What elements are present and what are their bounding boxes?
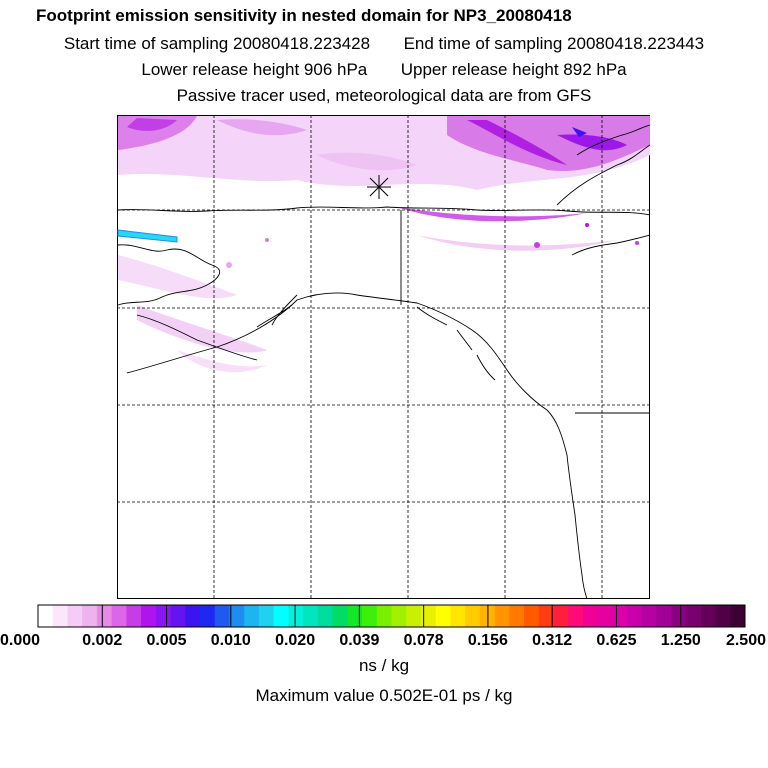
release-heights: Lower release height 906 hPa Upper relea…	[0, 60, 768, 80]
colorbar-swatch	[686, 605, 702, 627]
upper-release-value: 892 hPa	[563, 60, 627, 79]
colorbar-swatches	[37, 604, 746, 628]
colorbar-swatch	[155, 605, 172, 627]
colorbar-swatch	[524, 605, 540, 627]
colorbar-tick-label: 0.039	[339, 632, 379, 649]
colorbar-swatch	[200, 605, 216, 627]
map-frame	[117, 115, 650, 599]
colorbar-swatch	[67, 605, 83, 627]
colorbar-tick-label: 1.250	[661, 632, 701, 649]
colorbar-swatch	[627, 605, 643, 627]
start-time-value: 20080418.223428	[233, 34, 371, 53]
colorbar-swatch	[244, 605, 260, 627]
colorbar-swatch	[582, 605, 599, 627]
colorbar-swatch	[185, 605, 201, 627]
colorbar-tick-label: 0.625	[596, 632, 636, 649]
colorbar-units: ns / kg	[358, 656, 410, 675]
colorbar-swatch	[391, 605, 407, 627]
colorbar-tick-label: 0.312	[532, 632, 572, 649]
colorbar-swatch	[406, 605, 422, 627]
sampling-times: Start time of sampling 20080418.223428 E…	[0, 34, 768, 54]
colorbar-tick-label: 0.156	[468, 632, 508, 649]
colorbar-swatch	[538, 605, 555, 627]
colorbar-swatch	[494, 605, 510, 627]
colorbar-swatch	[288, 605, 304, 627]
tracer-note: Passive tracer used, meteorological data…	[176, 86, 592, 105]
start-time-label: Start time of sampling	[63, 34, 229, 53]
colorbar-swatch	[126, 605, 142, 627]
colorbar-swatch	[465, 605, 481, 627]
end-time-value: 20080418.223443	[567, 34, 705, 53]
footprint-map	[117, 115, 650, 599]
colorbar-swatch	[715, 605, 731, 627]
upper-release-label: Upper release height	[400, 60, 559, 79]
colorbar-swatch	[671, 605, 687, 627]
colorbar-tick-label: 0.010	[211, 632, 251, 649]
colorbar-tick-label: 2.500	[726, 632, 766, 649]
colorbar-swatch	[450, 605, 466, 627]
colorbar-swatch	[141, 605, 157, 627]
colorbar-swatch	[303, 605, 319, 627]
colorbar-swatch	[38, 605, 54, 627]
colorbar-tick-label: 0.002	[82, 632, 122, 649]
colorbar-swatch	[568, 605, 584, 627]
coastlines	[117, 124, 650, 599]
colorbar-swatch	[258, 605, 275, 627]
colorbar-swatch	[612, 605, 628, 627]
colorbar-swatch	[420, 605, 437, 627]
footprint-shading	[117, 116, 650, 373]
colorbar-swatch	[376, 605, 392, 627]
colorbar-swatch	[317, 605, 334, 627]
colorbar-swatch	[332, 605, 348, 627]
colorbar-swatch	[553, 605, 569, 627]
colorbar-swatch	[229, 605, 245, 627]
colorbar: 0.000 0.002 0.005 0.010 0.020 0.039 0.078 0.156…	[0, 604, 766, 649]
colorbar-swatch	[641, 605, 658, 627]
colorbar-tick-labels: 0.000 0.002 0.005 0.010 0.020 0.039 0.078 0.156…	[0, 632, 766, 649]
colorbar-swatch	[700, 605, 717, 627]
colorbar-swatch	[82, 605, 98, 627]
colorbar-tick-label: 0.005	[147, 632, 187, 649]
lower-release-value: 906 hPa	[303, 60, 368, 79]
colorbar-swatch	[597, 605, 613, 627]
colorbar-tick-label: 0.078	[404, 632, 444, 649]
colorbar-swatch	[170, 605, 186, 627]
release-location-star	[367, 175, 391, 199]
colorbar-swatch	[656, 605, 672, 627]
colorbar-tick-label: 0.020	[275, 632, 315, 649]
colorbar-swatch	[362, 605, 378, 627]
colorbar-swatch	[273, 605, 289, 627]
colorbar-swatch	[347, 605, 363, 627]
colorbar-swatch	[96, 605, 113, 627]
colorbar-swatch	[52, 605, 68, 627]
end-time-label: End time of sampling	[403, 34, 563, 53]
colorbar-swatch	[509, 605, 525, 627]
colorbar-swatch	[435, 605, 451, 627]
colorbar-swatch	[214, 605, 230, 627]
colorbar-swatch	[730, 605, 746, 627]
maximum-value: Maximum value 0.502E-01 ps / kg	[255, 686, 513, 705]
colorbar-frame	[37, 604, 746, 628]
colorbar-swatch	[111, 605, 127, 627]
figure-title: Footprint emission sensitivity in nested…	[36, 6, 572, 25]
lower-release-label: Lower release height	[141, 60, 300, 79]
graticule	[117, 115, 650, 599]
colorbar-tick-label: 0.000	[0, 632, 40, 649]
